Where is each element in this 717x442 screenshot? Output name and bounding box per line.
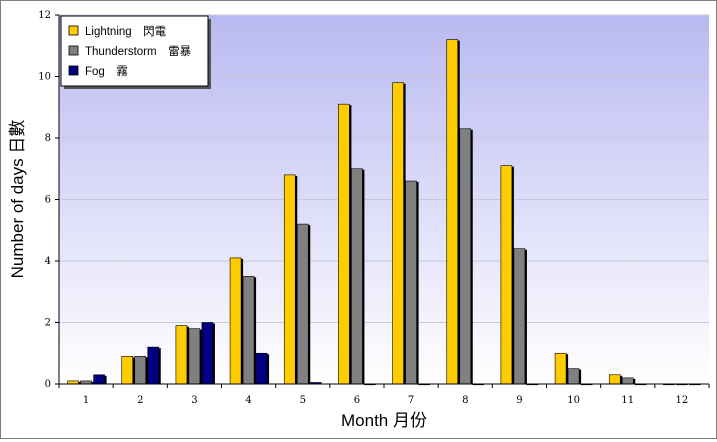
bar xyxy=(405,180,417,385)
y-tick-label: 10 xyxy=(38,72,51,83)
bar xyxy=(121,356,134,385)
bar xyxy=(283,174,296,385)
bar xyxy=(567,368,580,385)
bar xyxy=(296,223,309,385)
legend: Lightning 閃電 Thunderstorm 雷暴 Fog 霧 xyxy=(60,15,211,89)
bar xyxy=(93,374,105,385)
legend-label: Thunderstorm 雷暴 xyxy=(85,45,192,58)
x-tick-label: 9 xyxy=(516,395,522,406)
x-tick-label: 3 xyxy=(191,395,197,406)
y-tick-label: 0 xyxy=(45,379,51,390)
legend-label: Lightning 閃電 xyxy=(85,25,167,38)
bar xyxy=(175,325,188,385)
bar xyxy=(351,168,363,385)
legend-box xyxy=(60,15,209,87)
bars xyxy=(67,39,701,386)
y-tick-label: 8 xyxy=(45,133,51,144)
bar xyxy=(513,248,526,385)
bar xyxy=(255,352,268,385)
bar xyxy=(392,82,404,385)
bar xyxy=(201,322,214,385)
gridlines xyxy=(59,14,709,323)
x-tick-label: 4 xyxy=(245,395,251,406)
bar xyxy=(446,39,459,385)
bar xyxy=(608,374,621,385)
axes xyxy=(55,14,710,388)
y-tick-labels: 0 2 4 6 8 10 12 xyxy=(38,10,51,390)
x-tick-labels: 1 2 3 4 5 6 7 8 9 10 11 12 xyxy=(83,395,688,406)
legend-swatch xyxy=(68,45,79,56)
bar xyxy=(242,276,255,385)
bar xyxy=(554,352,567,385)
x-tick-label: 12 xyxy=(676,395,689,406)
bar xyxy=(134,356,147,385)
x-axis-title: Month 月份 xyxy=(341,411,427,430)
y-tick-label: 2 xyxy=(45,318,51,329)
bar xyxy=(459,128,472,385)
legend-swatch xyxy=(68,65,79,76)
y-axis-title: Number of days 日數 xyxy=(8,120,27,279)
bar xyxy=(147,346,160,385)
bar xyxy=(621,377,634,385)
y-tick-label: 12 xyxy=(38,10,51,21)
x-tick-label: 1 xyxy=(83,395,89,406)
y-tick-label: 6 xyxy=(45,195,51,206)
y-tick-label: 4 xyxy=(45,256,51,267)
legend-label: Fog 霧 xyxy=(85,65,128,78)
legend-swatch xyxy=(68,25,79,36)
x-tick-label: 11 xyxy=(621,395,634,406)
bar xyxy=(188,328,201,385)
x-tick-label: 5 xyxy=(300,395,306,406)
bar xyxy=(229,257,242,385)
x-tick-label: 10 xyxy=(567,395,580,406)
x-tick-label: 2 xyxy=(137,395,143,406)
bar xyxy=(338,103,350,385)
x-tick-label: 6 xyxy=(354,395,360,406)
bar xyxy=(500,165,513,385)
x-tick-label: 7 xyxy=(408,395,414,406)
x-tick-label: 8 xyxy=(462,395,468,406)
